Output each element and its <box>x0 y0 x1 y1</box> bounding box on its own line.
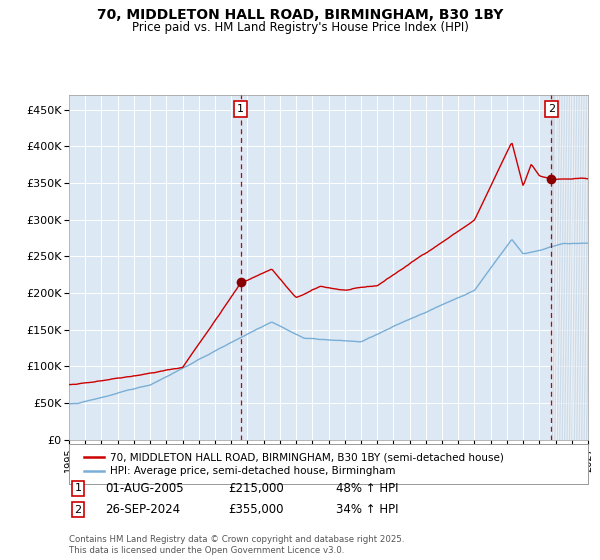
Text: 1: 1 <box>74 483 82 493</box>
Text: 2: 2 <box>548 104 555 114</box>
Legend: 70, MIDDLETON HALL ROAD, BIRMINGHAM, B30 1BY (semi-detached house), HPI: Average: 70, MIDDLETON HALL ROAD, BIRMINGHAM, B30… <box>79 448 508 480</box>
Text: Price paid vs. HM Land Registry's House Price Index (HPI): Price paid vs. HM Land Registry's House … <box>131 21 469 34</box>
Text: 1: 1 <box>237 104 244 114</box>
Text: 48% ↑ HPI: 48% ↑ HPI <box>336 482 398 495</box>
Bar <box>551 95 596 440</box>
Text: £355,000: £355,000 <box>228 503 284 516</box>
Text: 2: 2 <box>74 505 82 515</box>
Text: £215,000: £215,000 <box>228 482 284 495</box>
Text: 26-SEP-2024: 26-SEP-2024 <box>105 503 180 516</box>
Text: Contains HM Land Registry data © Crown copyright and database right 2025.
This d: Contains HM Land Registry data © Crown c… <box>69 535 404 555</box>
Text: 01-AUG-2005: 01-AUG-2005 <box>105 482 184 495</box>
Text: 34% ↑ HPI: 34% ↑ HPI <box>336 503 398 516</box>
Text: 70, MIDDLETON HALL ROAD, BIRMINGHAM, B30 1BY: 70, MIDDLETON HALL ROAD, BIRMINGHAM, B30… <box>97 8 503 22</box>
